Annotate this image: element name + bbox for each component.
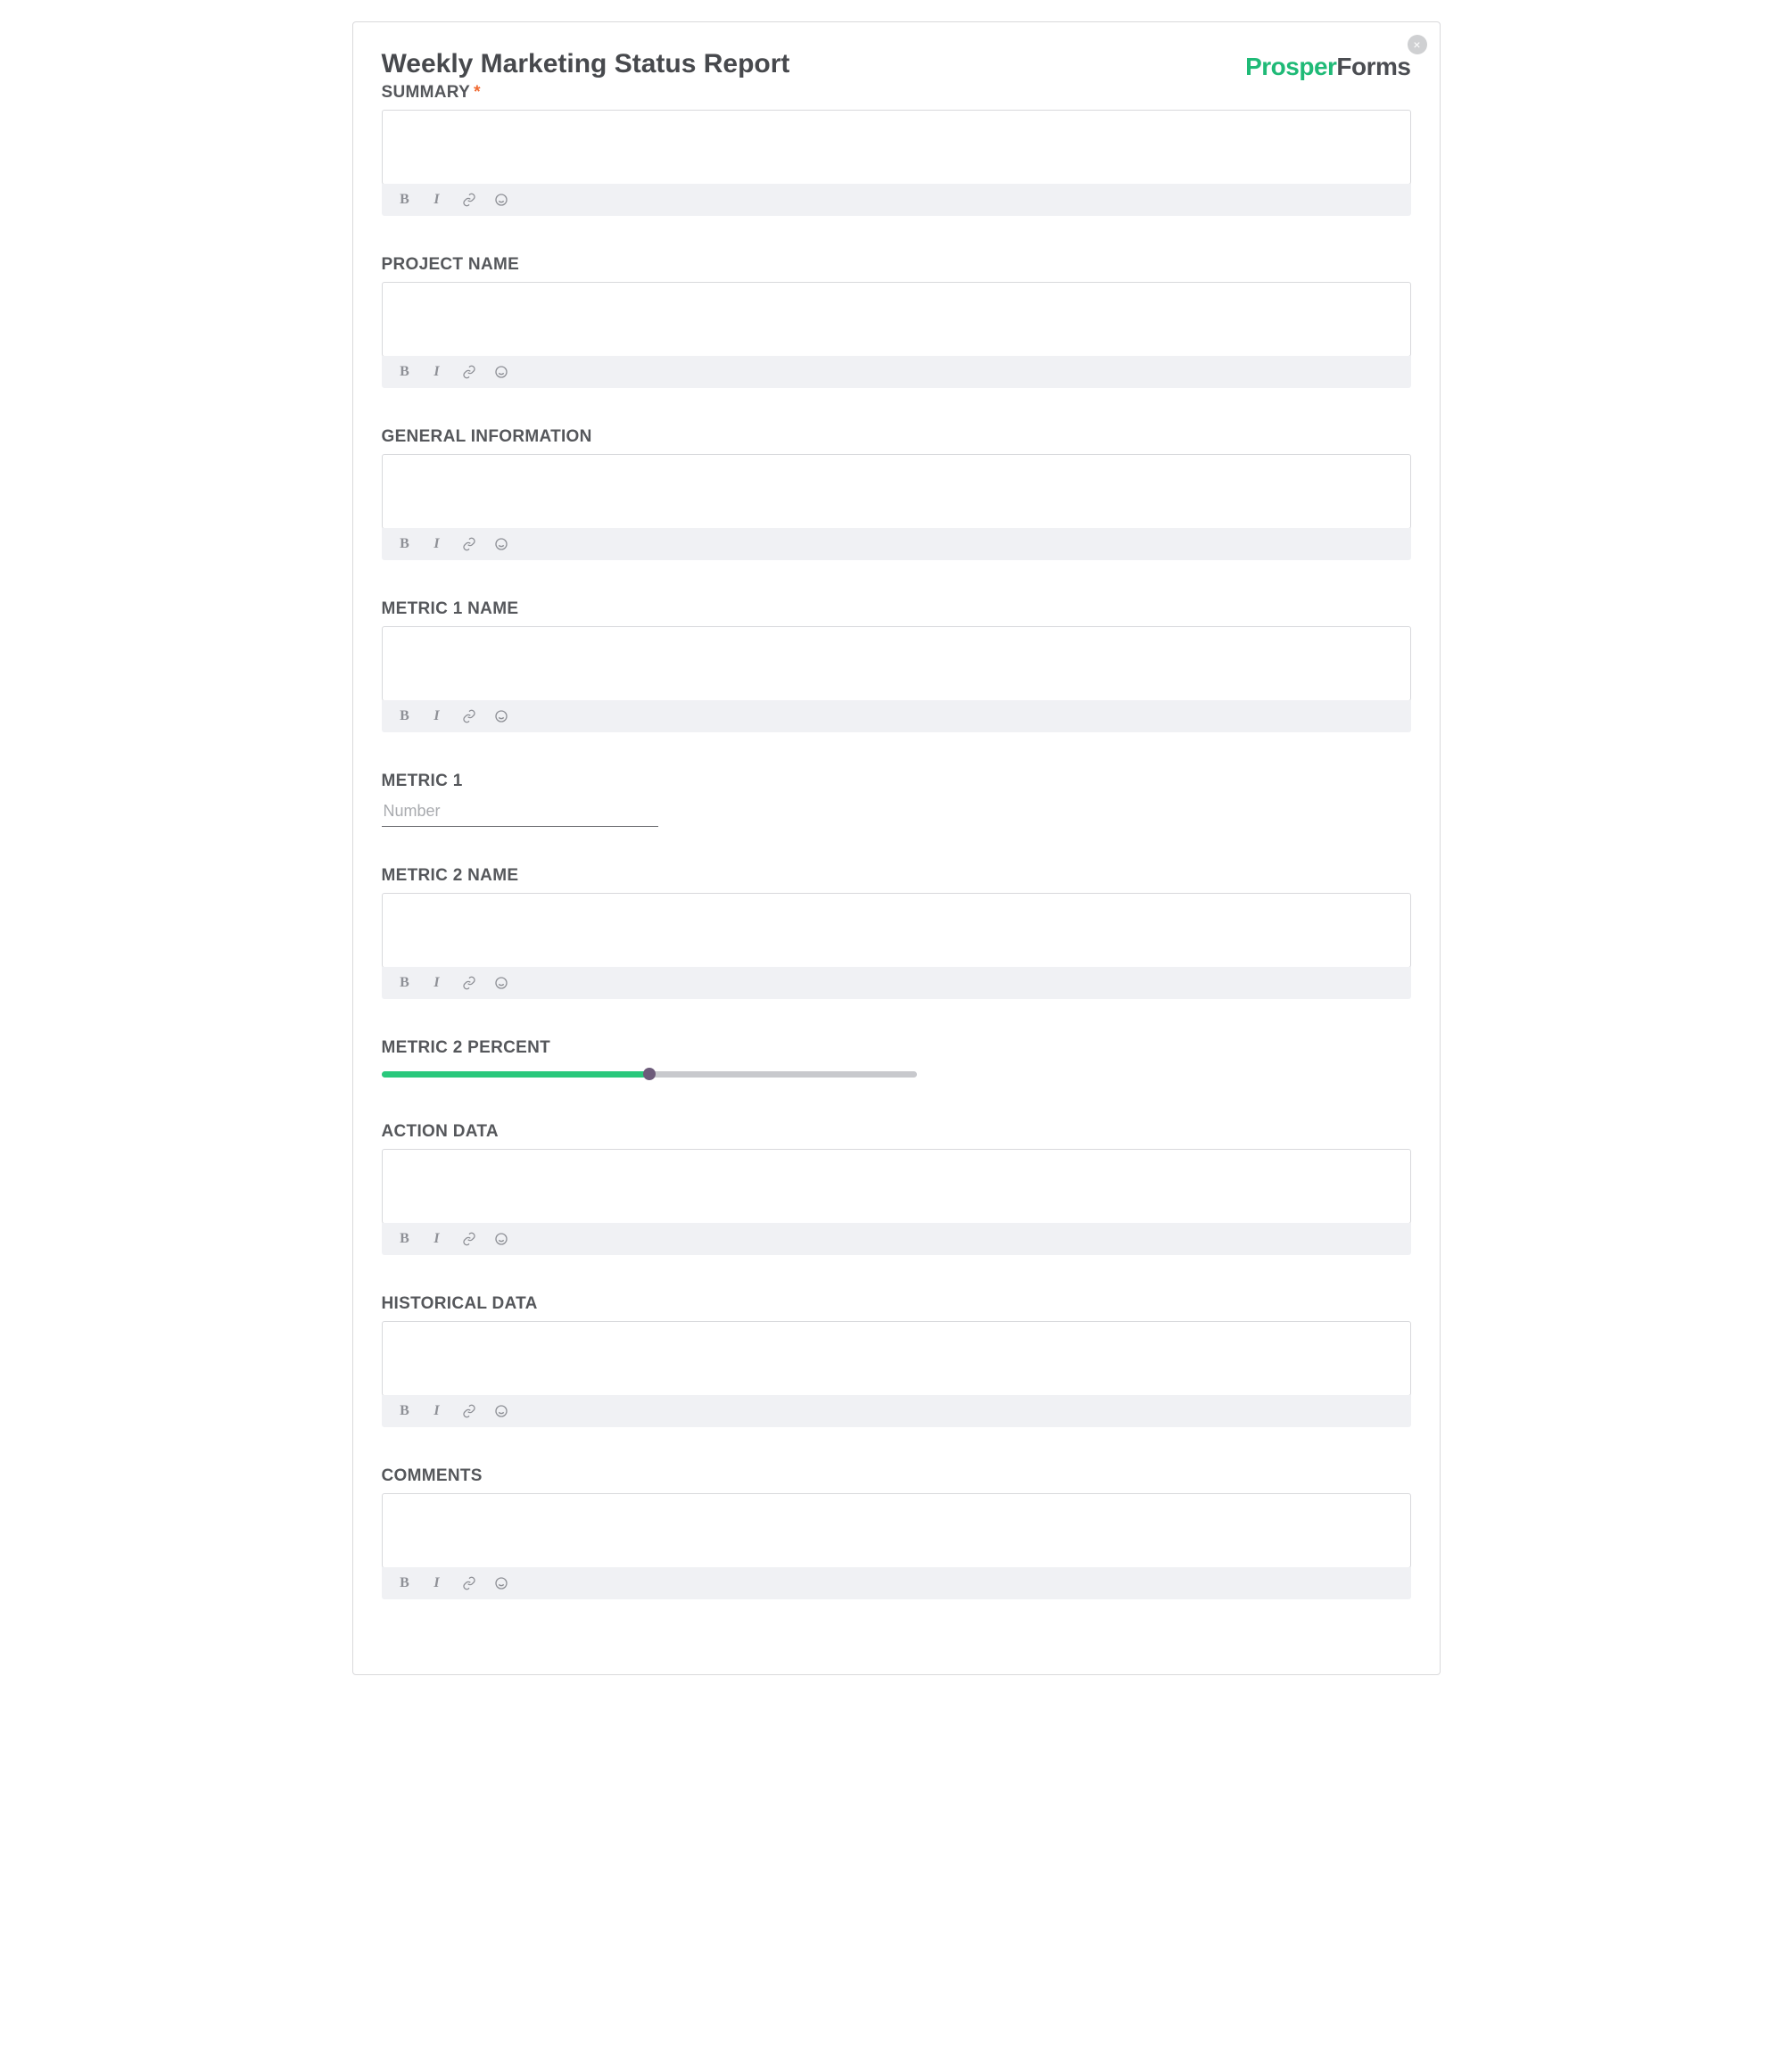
metric2_name-field: METRIC 2 NAME BI (382, 866, 1411, 999)
italic-icon[interactable]: I (428, 1574, 446, 1592)
logo-part-2: Forms (1336, 53, 1410, 80)
bold-icon[interactable]: B (396, 1230, 414, 1248)
link-icon[interactable] (460, 191, 478, 209)
emoji-icon[interactable] (492, 707, 510, 725)
summary-label: SUMMARY* (382, 83, 1411, 103)
historical-toolbar: BI (382, 1395, 1411, 1427)
historical-field: HISTORICAL DATA BI (382, 1294, 1411, 1427)
emoji-icon[interactable] (492, 1574, 510, 1592)
metric1-input[interactable] (382, 798, 658, 827)
slider-fill (382, 1071, 649, 1078)
metric1_name-toolbar: BI (382, 700, 1411, 732)
action_data-toolbar: BI (382, 1223, 1411, 1255)
action_data-field: ACTION DATA BI (382, 1122, 1411, 1255)
bold-icon[interactable]: B (396, 363, 414, 381)
summary-field: SUMMARY* BI (382, 83, 1411, 216)
slider-thumb[interactable] (643, 1068, 656, 1080)
emoji-icon[interactable] (492, 535, 510, 553)
metric1-field: METRIC 1 (382, 772, 1411, 827)
metric2_name-toolbar: BI (382, 967, 1411, 999)
italic-icon[interactable]: I (428, 707, 446, 725)
italic-icon[interactable]: I (428, 191, 446, 209)
link-icon[interactable] (460, 535, 478, 553)
bold-icon[interactable]: B (396, 974, 414, 992)
required-star-icon: * (474, 83, 481, 102)
italic-icon[interactable]: I (428, 1230, 446, 1248)
italic-icon[interactable]: I (428, 535, 446, 553)
link-icon[interactable] (460, 1230, 478, 1248)
project_name-toolbar: BI (382, 356, 1411, 388)
emoji-icon[interactable] (492, 363, 510, 381)
metric1_name-label: METRIC 1 NAME (382, 599, 1411, 619)
action_data-input[interactable] (382, 1149, 1411, 1224)
italic-icon[interactable]: I (428, 363, 446, 381)
logo-part-1: Prosper (1245, 53, 1336, 80)
link-icon[interactable] (460, 1402, 478, 1420)
project_name-label: PROJECT NAME (382, 255, 1411, 275)
metric1-label: METRIC 1 (382, 772, 1411, 791)
metric1_name-field: METRIC 1 NAME BI (382, 599, 1411, 732)
metric2_pct-field: METRIC 2 PERCENT (382, 1038, 1411, 1083)
fields-container: SUMMARY*BIPROJECT NAMEBIGENERAL INFORMAT… (382, 83, 1411, 1599)
emoji-icon[interactable] (492, 1230, 510, 1248)
metric2_name-label: METRIC 2 NAME (382, 866, 1411, 886)
form-header: Weekly Marketing Status Report ProsperFo… (382, 49, 1411, 81)
emoji-icon[interactable] (492, 1402, 510, 1420)
bold-icon[interactable]: B (396, 1574, 414, 1592)
comments-input[interactable] (382, 1493, 1411, 1568)
metric2_pct-label: METRIC 2 PERCENT (382, 1038, 1411, 1058)
bold-icon[interactable]: B (396, 535, 414, 553)
historical-label: HISTORICAL DATA (382, 1294, 1411, 1314)
link-icon[interactable] (460, 363, 478, 381)
close-button[interactable]: × (1408, 35, 1427, 54)
form-title: Weekly Marketing Status Report (382, 49, 790, 79)
general_info-field: GENERAL INFORMATION BI (382, 427, 1411, 560)
link-icon[interactable] (460, 1574, 478, 1592)
general_info-label: GENERAL INFORMATION (382, 427, 1411, 447)
italic-icon[interactable]: I (428, 974, 446, 992)
emoji-icon[interactable] (492, 191, 510, 209)
link-icon[interactable] (460, 707, 478, 725)
metric2_pct-slider[interactable] (382, 1065, 917, 1083)
bold-icon[interactable]: B (396, 707, 414, 725)
form-modal: × Weekly Marketing Status Report Prosper… (352, 21, 1441, 1675)
summary-input[interactable] (382, 110, 1411, 185)
bold-icon[interactable]: B (396, 1402, 414, 1420)
link-icon[interactable] (460, 974, 478, 992)
historical-input[interactable] (382, 1321, 1411, 1396)
italic-icon[interactable]: I (428, 1402, 446, 1420)
general_info-toolbar: BI (382, 528, 1411, 560)
emoji-icon[interactable] (492, 974, 510, 992)
metric1_name-input[interactable] (382, 626, 1411, 701)
project_name-field: PROJECT NAME BI (382, 255, 1411, 388)
project_name-input[interactable] (382, 282, 1411, 357)
brand-logo: ProsperForms (1245, 53, 1410, 81)
comments-field: COMMENTS BI (382, 1466, 1411, 1599)
metric2_name-input[interactable] (382, 893, 1411, 968)
comments-label: COMMENTS (382, 1466, 1411, 1486)
comments-toolbar: BI (382, 1567, 1411, 1599)
bold-icon[interactable]: B (396, 191, 414, 209)
summary-toolbar: BI (382, 184, 1411, 216)
action_data-label: ACTION DATA (382, 1122, 1411, 1142)
general_info-input[interactable] (382, 454, 1411, 529)
